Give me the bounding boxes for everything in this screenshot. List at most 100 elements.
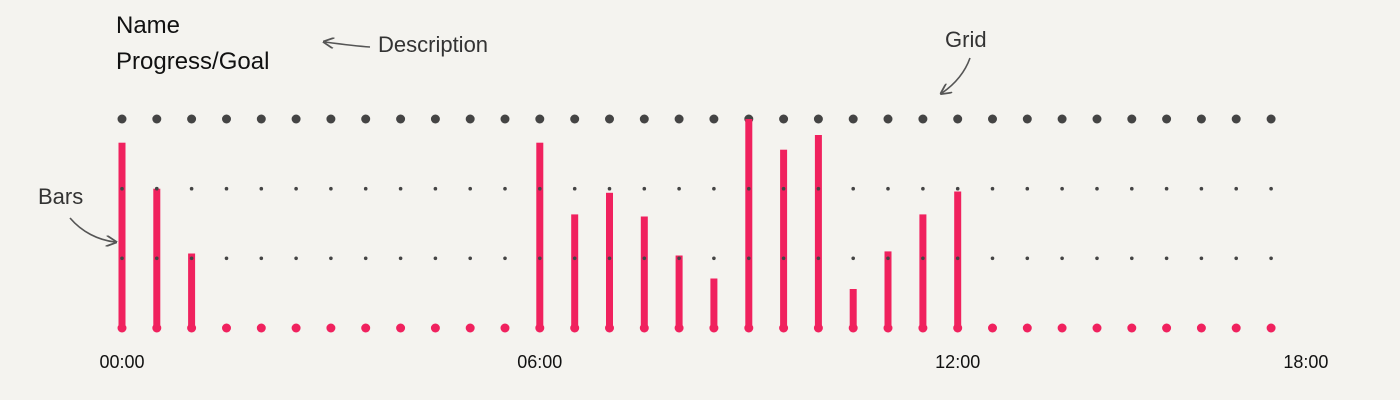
baseline-dot: [222, 323, 231, 333]
grid-top-dot: [291, 114, 301, 124]
grid-top-dot: [1022, 114, 1032, 124]
x-tick-label: 18:00: [1283, 352, 1328, 372]
bar-17: [710, 278, 718, 328]
baseline-dot: [361, 323, 371, 333]
baseline-dot: [605, 323, 614, 333]
grid-dot: [398, 256, 403, 261]
grid-dot: [1095, 256, 1099, 261]
grid-top-dot: [1196, 114, 1206, 124]
grid-dot: [1060, 186, 1064, 191]
grid-top-dot: [1127, 114, 1137, 124]
bar-20: [814, 135, 822, 328]
x-tick-label: 06:00: [517, 352, 562, 372]
baseline-dot: [813, 323, 823, 333]
grid-dot: [816, 256, 821, 261]
grid-top-dot: [326, 114, 336, 124]
grid-dot: [747, 256, 751, 261]
grid-top-dot: [605, 114, 614, 124]
bars: [117, 119, 1276, 333]
baseline-dot: [326, 323, 336, 333]
grid-dot: [851, 186, 855, 191]
x-tick-label: 12:00: [935, 352, 980, 372]
baseline-dot: [744, 323, 754, 333]
grid-top-dot: [256, 114, 266, 124]
grid-dot: [189, 186, 194, 191]
bar-18: [745, 119, 753, 328]
grid-top-dot: [1266, 114, 1276, 124]
baseline-dot: [152, 323, 162, 333]
grid-top-dot: [570, 114, 580, 124]
grid-dot: [572, 186, 577, 191]
grid-dot: [294, 256, 298, 261]
baseline-dot: [1231, 323, 1241, 333]
chart-name: Name: [116, 12, 181, 39]
grid-dot: [781, 186, 786, 191]
x-axis-ticks: 00:00 06:00 12:00 18:00: [99, 352, 1328, 372]
grid-dot: [1164, 256, 1169, 261]
grid-top-dot: [222, 114, 231, 124]
grid-dot: [259, 186, 264, 191]
grid-dot: [990, 186, 995, 191]
baseline-dot: [674, 323, 684, 333]
grid-dot: [538, 186, 542, 191]
grid-dot: [363, 256, 368, 261]
grid-top-dot: [1092, 114, 1102, 124]
baseline-dot: [465, 323, 475, 333]
grid-dot: [1130, 256, 1134, 261]
baseline-dot: [1057, 323, 1067, 333]
baseline-dot: [848, 323, 858, 333]
baseline-dot: [779, 323, 789, 333]
grid-dot: [398, 186, 403, 191]
grid-dot: [1269, 186, 1273, 191]
grid-dot: [433, 256, 438, 261]
bar-0: [118, 142, 126, 328]
grid-top-dot: [674, 114, 684, 124]
grid-top-dot: [117, 114, 127, 124]
grid-top-dot: [813, 114, 823, 124]
baseline-dot: [396, 323, 406, 333]
grid-top-dot: [152, 114, 162, 124]
grid-dot: [1025, 256, 1030, 261]
baseline-dot: [953, 323, 963, 333]
grid-dot: [781, 256, 786, 261]
grid-top-dot: [430, 114, 440, 124]
baseline-dot: [1266, 323, 1276, 333]
grid-dot: [363, 186, 368, 191]
grid-dot: [503, 186, 507, 191]
baseline-dot: [1092, 323, 1102, 333]
description-arrow-icon: [325, 42, 371, 47]
grid: [117, 114, 1276, 261]
grid-top-dot: [535, 114, 545, 124]
grid-top-dot: [779, 114, 789, 124]
grid-dot: [607, 256, 612, 261]
grid-dot: [1199, 256, 1204, 261]
description-annotation: Description: [378, 32, 489, 57]
grid-dot: [1199, 186, 1204, 191]
grid-dot: [189, 256, 194, 261]
grid-dot: [224, 256, 229, 261]
grid-arrow-icon: [942, 57, 971, 93]
grid-dot: [572, 256, 577, 261]
grid-dot: [886, 256, 890, 261]
grid-top-dot: [1231, 114, 1241, 124]
baseline-dot: [187, 323, 197, 333]
baseline-dot: [256, 323, 266, 333]
grid-dot: [120, 186, 124, 191]
grid-dot: [329, 256, 333, 261]
grid-annotation: Grid: [945, 27, 987, 52]
bar-19: [780, 149, 788, 328]
grid-dot: [468, 186, 473, 191]
grid-top-dot: [848, 114, 858, 124]
x-tick-label: 00:00: [99, 352, 144, 372]
baseline-dot: [500, 323, 510, 333]
grid-top-dot: [361, 114, 371, 124]
grid-dot: [433, 186, 438, 191]
grid-dot: [851, 256, 855, 261]
grid-dot: [677, 186, 681, 191]
bar-22: [884, 251, 892, 328]
grid-dot: [955, 186, 960, 191]
grid-dot: [1025, 186, 1030, 191]
baseline-dot: [570, 323, 580, 333]
grid-dot: [503, 256, 507, 261]
